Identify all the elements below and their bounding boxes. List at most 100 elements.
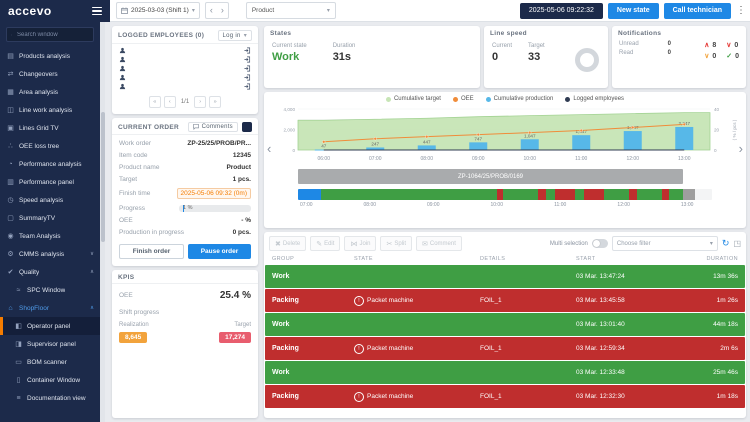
next-page-button[interactable]: › — [194, 96, 207, 108]
timeline-segment-idle[interactable] — [683, 189, 696, 200]
order-timeline-bar[interactable]: ZP-1064/25/PROB/0169 — [298, 169, 684, 184]
timeline-segment-packing[interactable] — [629, 189, 638, 200]
order-report-icon[interactable] — [242, 122, 252, 132]
sidebar-item-changeovers[interactable]: ⇄ Changeovers — [7, 70, 58, 79]
timeline-segment-work[interactable] — [575, 189, 584, 200]
column-header-start[interactable]: START — [576, 256, 596, 262]
last-page-button[interactable]: » — [209, 96, 222, 108]
table-row[interactable]: Packing ! Packet machine FOIL_1 03 Mar. 12:3… — [265, 385, 745, 408]
sidebar-item-quality[interactable]: ✔ Quality ∧ — [7, 268, 94, 277]
sidebar-item-area-analysis[interactable]: ▦ Area analysis — [7, 88, 59, 97]
chart-scroll-left-button[interactable]: ‹ — [267, 141, 272, 156]
sidebar-item-shopfloor[interactable]: ⌂ ShopFloor ∧ — [0, 299, 100, 317]
log-in-button[interactable]: Log in ▾ — [217, 30, 252, 41]
timeline-segment-work[interactable] — [604, 189, 630, 200]
table-row[interactable]: Work 03 Mar. 13:01:40 44m 18s — [265, 313, 745, 336]
sidebar-item-summarytv[interactable]: ▢ SummaryTV — [7, 214, 56, 223]
timeline-segment-work[interactable] — [637, 189, 663, 200]
notification-badge[interactable]: ∧ 8 — [704, 41, 716, 50]
timeline-segment-packing[interactable] — [583, 189, 605, 200]
chart-scroll-right-button[interactable]: › — [738, 141, 743, 156]
kebab-menu-icon[interactable]: ⋮ — [736, 5, 746, 16]
sidebar-item-cmms-analysis[interactable]: ⚙ CMMS analysis ∨ — [7, 250, 94, 259]
sidebar-item-container-window[interactable]: ▯ Container Window — [0, 371, 100, 389]
sidebar-item-documentation-view[interactable]: ≡ Documentation view — [0, 389, 100, 407]
new-state-button[interactable]: New state — [607, 2, 659, 19]
main-toolbar: 2025-03-03 (Shift 1) ▾ ‹ › Product ▾ 202… — [110, 0, 750, 22]
logout-icon[interactable] — [244, 65, 251, 72]
sidebar-search[interactable] — [6, 27, 94, 42]
call-technician-button[interactable]: Call technician — [663, 2, 731, 19]
product-filter-select[interactable]: Product ▾ — [245, 2, 336, 19]
pause-order-button[interactable]: Pause order — [188, 243, 251, 259]
timeline-segment-work[interactable] — [668, 189, 683, 200]
sidebar-item-bom-scanner[interactable]: ▭ BOM scanner — [15, 358, 67, 367]
chevron-down-icon: ∨ — [704, 53, 710, 60]
multi-selection-toggle[interactable] — [591, 239, 608, 248]
state-timeline-bar[interactable] — [298, 189, 712, 200]
filter-select[interactable]: Choose filter ▾ — [611, 236, 718, 251]
sidebar-item-team-analysis[interactable]: ◉ Team Analysis — [7, 232, 61, 241]
column-header-state[interactable]: STATE — [354, 256, 373, 262]
sidebar-item-speed-analysis[interactable]: ◷ Speed analysis — [7, 196, 64, 205]
next-shift-button[interactable]: › — [220, 5, 224, 15]
previous-page-button[interactable]: ‹ — [163, 96, 176, 108]
timeline-segment-packing[interactable] — [554, 189, 576, 200]
notification-badge[interactable]: ∨ 0 — [704, 52, 716, 61]
table-row[interactable]: Work 03 Mar. 13:47:24 13m 36s — [265, 265, 745, 288]
column-header-group[interactable]: GROUP — [272, 256, 295, 262]
sidebar-item-spc-window[interactable]: ≈ SPC Window — [0, 281, 100, 299]
notification-badge[interactable]: ∨ 0 — [726, 41, 739, 50]
sidebar-item-performance-analysis[interactable]: ◔ Performance analysis — [0, 155, 100, 173]
comments-button[interactable]: Comments — [187, 122, 238, 132]
order-field-oee: OEE - % — [112, 214, 258, 226]
sidebar-item-oee-loss-tree[interactable]: ∴ OEE loss tree — [0, 137, 100, 155]
sidebar-scrollbar[interactable] — [100, 22, 105, 422]
column-header-details[interactable]: DETAILS — [480, 256, 506, 262]
sidebar-item-performance-panel[interactable]: ▥ Performance panel — [7, 178, 74, 187]
edit-button[interactable]: ✎ Edit — [310, 236, 341, 251]
logout-icon[interactable] — [244, 74, 251, 81]
timeline-segment-work[interactable] — [320, 189, 497, 200]
timeline-segment-work[interactable] — [502, 189, 539, 200]
sidebar-item-operator-panel[interactable]: ◧ Operator panel — [0, 317, 100, 335]
notification-badge[interactable]: ✓ 0 — [726, 52, 739, 61]
split-button[interactable]: ✂ Split — [380, 236, 412, 251]
logout-icon[interactable] — [244, 56, 251, 63]
sidebar-item-supervisor-panel[interactable]: ◨ Supervisor panel — [15, 340, 76, 349]
legend-item-cumulative-production[interactable]: Cumulative production — [485, 96, 553, 102]
refresh-icon[interactable]: ↻ — [721, 238, 730, 248]
row-duration: 25m 46s — [713, 369, 738, 376]
timeline-segment-packing[interactable] — [538, 189, 547, 200]
table-row[interactable]: Packing ! Packet machine FOIL_1 03 Mar. 12:5… — [265, 337, 745, 360]
logout-icon[interactable] — [244, 83, 251, 90]
legend-item-cumulative-target[interactable]: Cumulative target — [385, 96, 441, 102]
comment-button[interactable]: ✉ Comment — [416, 236, 462, 251]
timeline-segment-work[interactable] — [546, 189, 555, 200]
table-row[interactable]: Packing ! Packet machine FOIL_1 03 Mar. 13:4… — [265, 289, 745, 312]
previous-shift-button[interactable]: ‹ — [209, 5, 213, 15]
legend-item-oee[interactable]: OEE — [452, 96, 474, 102]
date-shift-picker[interactable]: 2025-03-03 (Shift 1) ▾ — [116, 2, 200, 19]
timeline-segment-packing[interactable] — [496, 189, 503, 200]
column-header-duration[interactable]: DURATION — [706, 256, 738, 262]
logout-icon[interactable] — [244, 47, 251, 54]
scrollbar-thumb[interactable] — [100, 112, 105, 242]
timeline-segment-changeover[interactable] — [298, 189, 321, 200]
employee-row — [112, 73, 258, 82]
search-input[interactable] — [15, 30, 89, 39]
hamburger-menu-icon[interactable] — [92, 5, 102, 18]
sidebar-item-lines-grid-tv[interactable]: ▣ Lines Grid TV — [7, 124, 59, 133]
fullscreen-icon[interactable]: ◳ — [733, 239, 741, 248]
table-row[interactable]: Work 03 Mar. 12:33:48 25m 46s — [265, 361, 745, 384]
first-page-button[interactable]: « — [148, 96, 161, 108]
row-details: FOIL_1 — [480, 345, 502, 352]
legend-item-logged-employees[interactable]: Logged employees — [565, 96, 624, 102]
join-button[interactable]: ⋈ Join — [344, 236, 377, 251]
documentation-view-icon: ≡ — [16, 394, 21, 402]
sidebar-item-products-analysis[interactable]: ▤ Products analysis — [7, 52, 70, 61]
delete-button[interactable]: ✖ Delete — [269, 236, 307, 251]
timeline-segment-packing[interactable] — [662, 189, 669, 200]
finish-order-button[interactable]: Finish order — [119, 243, 184, 259]
sidebar-item-line-work-analysis[interactable]: ◫ Line work analysis — [7, 106, 73, 115]
